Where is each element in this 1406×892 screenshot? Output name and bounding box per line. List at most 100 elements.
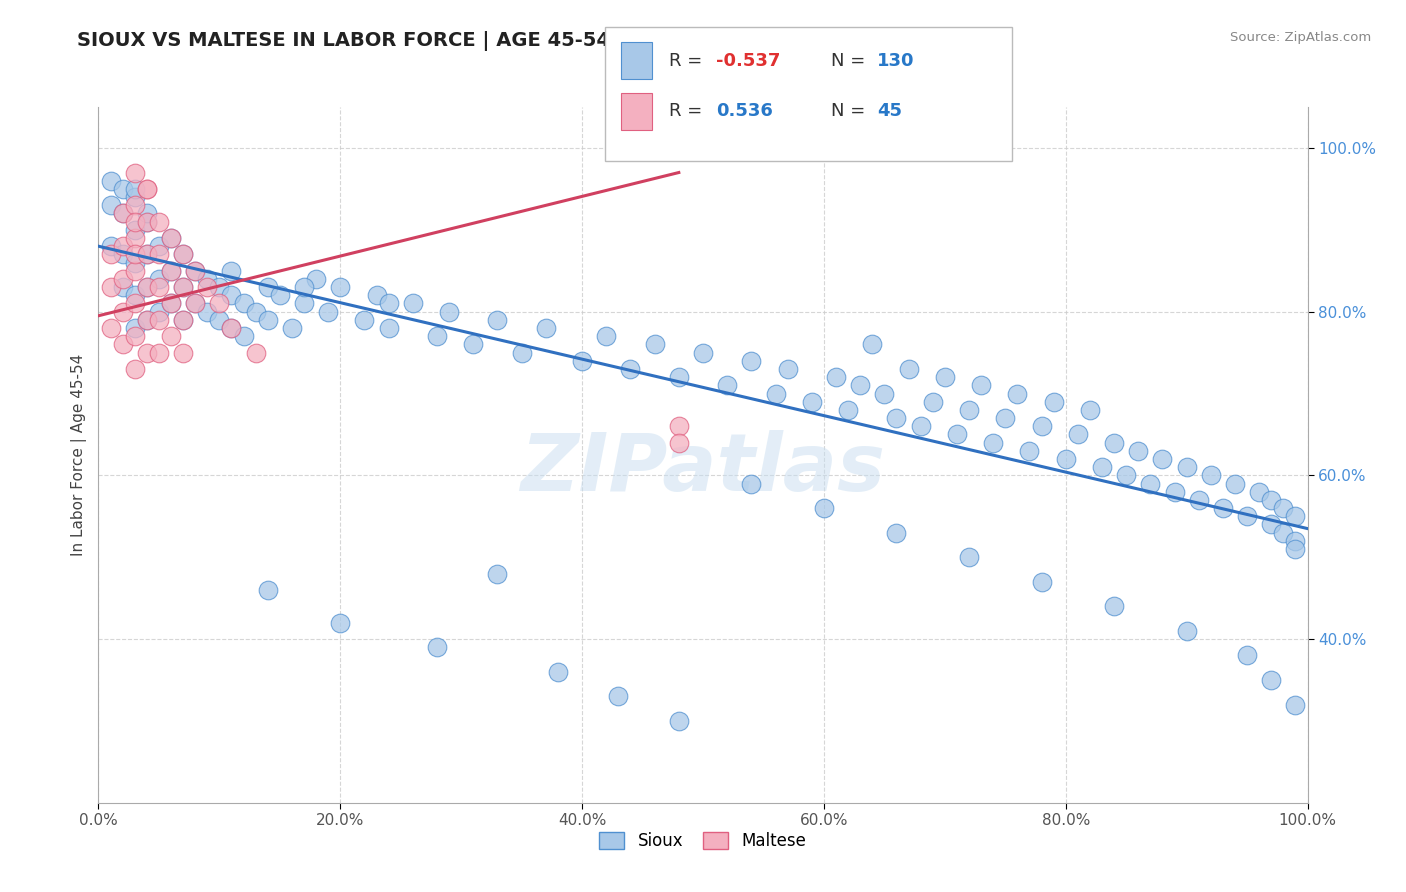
Point [776,362,799,376]
Point [232,329,254,343]
Point [124,223,146,237]
Point [946,427,969,442]
Point [245,304,267,318]
Point [873,386,896,401]
Text: 45: 45 [877,103,903,120]
Point [172,247,194,261]
Point [195,280,218,294]
Point [172,345,194,359]
Y-axis label: In Labor Force | Age 45-54: In Labor Force | Age 45-54 [72,354,87,556]
Point [1175,460,1198,475]
Point [124,165,146,179]
Point [135,214,157,228]
Point [172,313,194,327]
Point [148,239,170,253]
Point [124,362,146,376]
Point [172,247,194,261]
Point [135,280,157,294]
Point [740,476,762,491]
Point [740,353,762,368]
Point [160,231,183,245]
Point [1139,476,1161,491]
Point [184,264,207,278]
Point [100,198,122,212]
Point [1284,698,1306,712]
Point [135,182,157,196]
Text: -0.537: -0.537 [716,52,780,70]
Text: SIOUX VS MALTESE IN LABOR FORCE | AGE 45-54 CORRELATION CHART: SIOUX VS MALTESE IN LABOR FORCE | AGE 45… [77,31,851,51]
Point [111,304,134,318]
Point [292,296,315,310]
Point [486,313,509,327]
Point [148,280,170,294]
Point [135,313,157,327]
Point [934,370,956,384]
Point [208,280,231,294]
Point [1007,386,1029,401]
Point [1175,624,1198,638]
Point [135,247,157,261]
Text: ZIPatlas: ZIPatlas [520,430,886,508]
Point [1236,509,1258,524]
Point [111,206,134,220]
Point [402,296,425,310]
Point [970,378,993,392]
Point [281,321,304,335]
Point [232,296,254,310]
Point [1272,501,1295,516]
Point [111,182,134,196]
Point [329,280,352,294]
Point [800,394,823,409]
Point [994,411,1017,425]
Point [1284,533,1306,548]
Point [316,304,339,318]
Point [595,329,617,343]
Point [426,329,449,343]
Point [184,296,207,310]
Point [353,313,375,327]
Point [124,182,146,196]
Point [148,214,170,228]
Point [377,321,399,335]
Point [124,231,146,245]
Point [111,239,134,253]
Point [195,304,218,318]
Point [1067,427,1090,442]
Point [111,247,134,261]
Point [765,386,787,401]
Point [100,280,122,294]
Point [886,525,908,540]
Point [1018,443,1040,458]
Point [1078,403,1101,417]
Point [957,550,980,565]
Point [135,247,157,261]
Text: 0.536: 0.536 [716,103,772,120]
Point [1102,435,1125,450]
Point [160,296,183,310]
Point [981,435,1004,450]
Point [825,370,848,384]
Point [437,304,460,318]
Point [172,313,194,327]
Point [1115,468,1137,483]
Point [1249,484,1271,499]
Point [221,321,243,335]
Point [305,272,328,286]
Point [1199,468,1222,483]
Point [1188,492,1211,507]
Point [619,362,641,376]
Point [668,435,690,450]
Point [644,337,666,351]
Point [124,329,146,343]
Point [111,280,134,294]
Point [135,182,157,196]
Point [100,239,122,253]
Point [849,378,872,392]
Point [957,403,980,417]
Point [124,214,146,228]
Point [100,247,122,261]
Text: 130: 130 [877,52,915,70]
Point [256,313,278,327]
Point [124,198,146,212]
Point [124,321,146,335]
